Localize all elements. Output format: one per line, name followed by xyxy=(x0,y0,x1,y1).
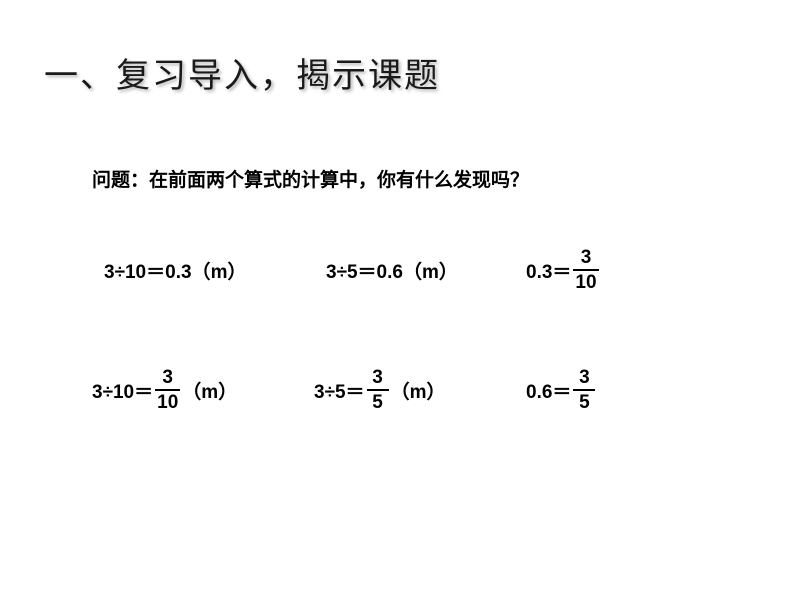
equation-1-1: 3÷10＝0.3 （m） xyxy=(104,257,326,284)
paren-close: ） xyxy=(227,262,246,283)
denominator: 5 xyxy=(577,393,592,412)
fraction: 3 5 xyxy=(367,368,389,412)
equation-1-2: 3÷5＝0.6 （m） xyxy=(326,257,526,284)
equation-2-2: 3÷5＝ 3 5 （m） xyxy=(314,368,526,412)
lhs: 3÷5＝ xyxy=(314,377,365,404)
lhs: 0.3＝ xyxy=(526,257,571,284)
paren-open: （ xyxy=(182,382,201,403)
lhs: 3÷10＝ xyxy=(92,377,153,404)
paren-open: （ xyxy=(192,262,211,283)
unit-m: m xyxy=(410,382,427,403)
denominator: 10 xyxy=(155,393,180,412)
equation-2-1: 3÷10＝ 3 10 （m） xyxy=(92,368,314,412)
unit-m: m xyxy=(201,382,218,403)
denominator: 5 xyxy=(370,393,385,412)
numerator: 3 xyxy=(160,368,175,387)
equation-row-2: 3÷10＝ 3 10 （m） 3÷5＝ 3 5 （m） 0.6＝ 3 5 xyxy=(92,368,792,412)
paren-open: （ xyxy=(403,262,422,283)
fraction-bar xyxy=(367,389,389,391)
fraction: 3 10 xyxy=(573,248,598,292)
fraction: 3 10 xyxy=(155,368,180,412)
numerator: 3 xyxy=(370,368,385,387)
lhs: 0.6＝ xyxy=(526,377,571,404)
fraction-bar xyxy=(573,269,598,271)
page-title: 一、复习导入，揭示课题 xyxy=(44,48,440,97)
unit-label: （m） xyxy=(391,377,446,404)
fraction-bar xyxy=(155,389,180,391)
unit-m: m xyxy=(422,262,439,283)
numerator: 3 xyxy=(577,368,592,387)
unit-label: （m） xyxy=(182,377,237,404)
equation-2-3: 0.6＝ 3 5 xyxy=(526,368,706,412)
unit-label: （m） xyxy=(192,257,247,284)
unit-m: m xyxy=(211,262,228,283)
unit-label: （m） xyxy=(403,257,458,284)
paren-close: ） xyxy=(439,262,458,283)
expression: 3÷10＝0.3 xyxy=(104,257,192,284)
denominator: 10 xyxy=(573,273,598,292)
numerator: 3 xyxy=(579,248,594,267)
fraction-bar xyxy=(573,389,595,391)
equation-row-1: 3÷10＝0.3 （m） 3÷5＝0.6 （m） 0.3＝ 3 10 xyxy=(104,248,794,292)
equation-1-3: 0.3＝ 3 10 xyxy=(526,248,706,292)
fraction: 3 5 xyxy=(573,368,595,412)
paren-close: ） xyxy=(218,382,237,403)
expression: 3÷5＝0.6 xyxy=(326,257,403,284)
paren-close: ） xyxy=(426,382,445,403)
question-text: 问题：在前面两个算式的计算中，你有什么发现吗？ xyxy=(92,165,529,192)
paren-open: （ xyxy=(391,382,410,403)
